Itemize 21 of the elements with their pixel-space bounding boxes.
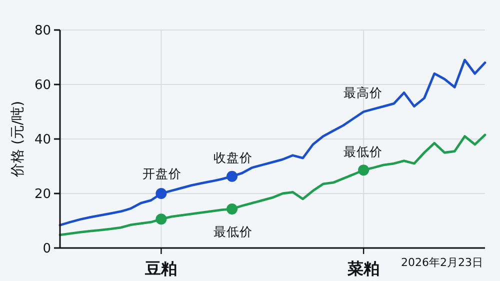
y-tick-label: 0 <box>42 242 51 257</box>
x-tick-label: 豆粕 <box>144 259 178 278</box>
y-tick-label: 40 <box>34 132 51 148</box>
annotation: 最高价 <box>344 85 382 100</box>
x-tick-label: 菜粕 <box>346 259 380 278</box>
annotation: 开盘价 <box>142 166 182 181</box>
point <box>156 188 167 199</box>
point <box>156 214 167 225</box>
y-tick-label: 60 <box>34 78 51 94</box>
y-tick-label: 80 <box>34 24 51 39</box>
point <box>226 170 238 182</box>
point <box>226 204 238 215</box>
y-axis-title: 价格 (元/吨) <box>10 100 26 178</box>
text: 2026年2月23日 <box>401 256 483 269</box>
y-tick-label: 20 <box>34 187 51 202</box>
annotation: 最低价 <box>214 224 252 239</box>
annotation: 最低价 <box>344 144 382 159</box>
line-series <box>58 134 486 236</box>
line-series <box>58 58 486 226</box>
point <box>358 164 370 176</box>
annotation: 收盘价 <box>214 150 252 165</box>
